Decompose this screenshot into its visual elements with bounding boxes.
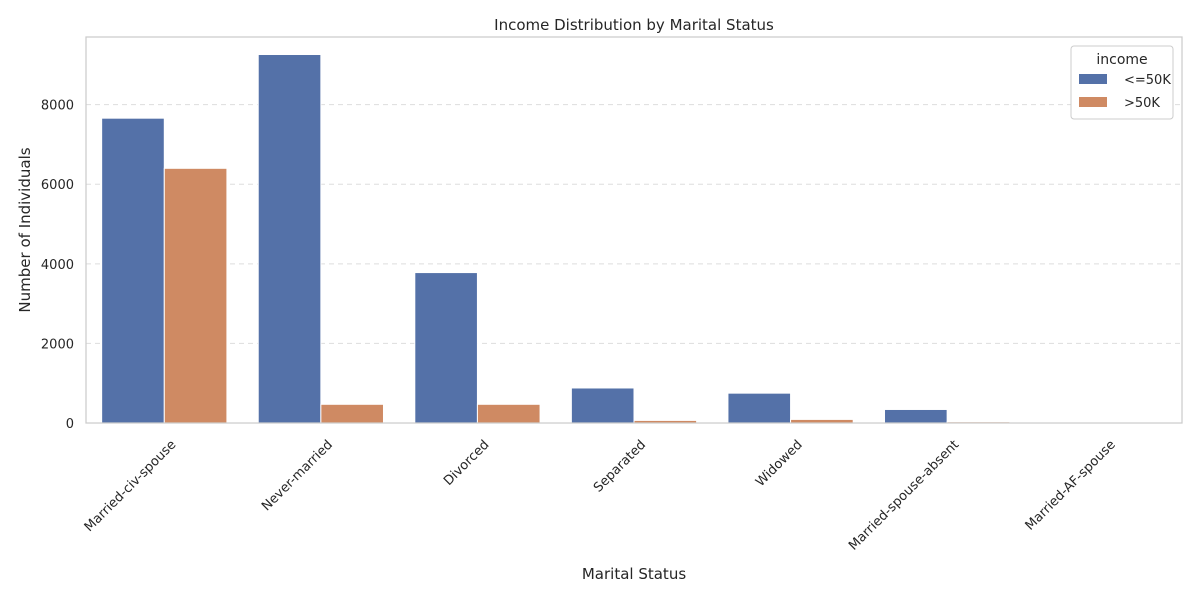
x-tick-labels: Married-civ-spouse Never-married Divorced S… bbox=[82, 437, 1119, 553]
legend-label-gt50k: >50K bbox=[1124, 96, 1160, 111]
y-tick-label-0: 0 bbox=[66, 417, 74, 432]
y-axis-label: Number of Individuals bbox=[16, 147, 34, 312]
chart-title: Income Distribution by Marital Status bbox=[494, 16, 774, 34]
y-tick-label-2000: 2000 bbox=[41, 337, 74, 352]
x-tick-label-never-married: Never-married bbox=[259, 437, 336, 514]
legend: income <=50K >50K bbox=[1071, 46, 1173, 119]
y-tick-label-8000: 8000 bbox=[41, 99, 74, 114]
x-tick-label-divorced: Divorced bbox=[441, 437, 492, 488]
bar-married-civ-spouse-le50k bbox=[102, 118, 165, 423]
bar-widowed-le50k bbox=[728, 393, 791, 423]
y-tick-label-6000: 6000 bbox=[41, 178, 74, 193]
bar-never-married-le50k bbox=[258, 55, 321, 423]
bar-married-spouse-absent-le50k bbox=[885, 409, 948, 423]
bar-never-married-gt50k bbox=[321, 404, 384, 423]
gridlines bbox=[86, 105, 1182, 344]
legend-swatch-gt50k bbox=[1079, 97, 1107, 107]
x-tick-label-married-af-spouse: Married-AF-spouse bbox=[1023, 437, 1119, 533]
y-tick-labels: 0 2000 4000 6000 8000 bbox=[41, 99, 74, 432]
bar-divorced-le50k bbox=[415, 273, 478, 423]
x-axis-label: Marital Status bbox=[582, 565, 686, 583]
bars bbox=[102, 55, 1167, 423]
x-tick-label-widowed: Widowed bbox=[753, 437, 806, 490]
bar-divorced-gt50k bbox=[477, 404, 540, 423]
x-tick-label-married-civ-spouse: Married-civ-spouse bbox=[82, 437, 180, 535]
legend-title: income bbox=[1096, 52, 1147, 68]
x-tick-label-separated: Separated bbox=[591, 437, 649, 495]
x-tick-label-married-spouse-absent: Married-spouse-absent bbox=[846, 437, 962, 553]
legend-swatch-le50k bbox=[1079, 74, 1107, 84]
legend-label-le50k: <=50K bbox=[1124, 73, 1171, 88]
axes-frame bbox=[86, 37, 1182, 423]
bar-married-civ-spouse-gt50k bbox=[164, 168, 227, 423]
bar-separated-le50k bbox=[571, 388, 634, 423]
y-tick-label-4000: 4000 bbox=[41, 258, 74, 273]
